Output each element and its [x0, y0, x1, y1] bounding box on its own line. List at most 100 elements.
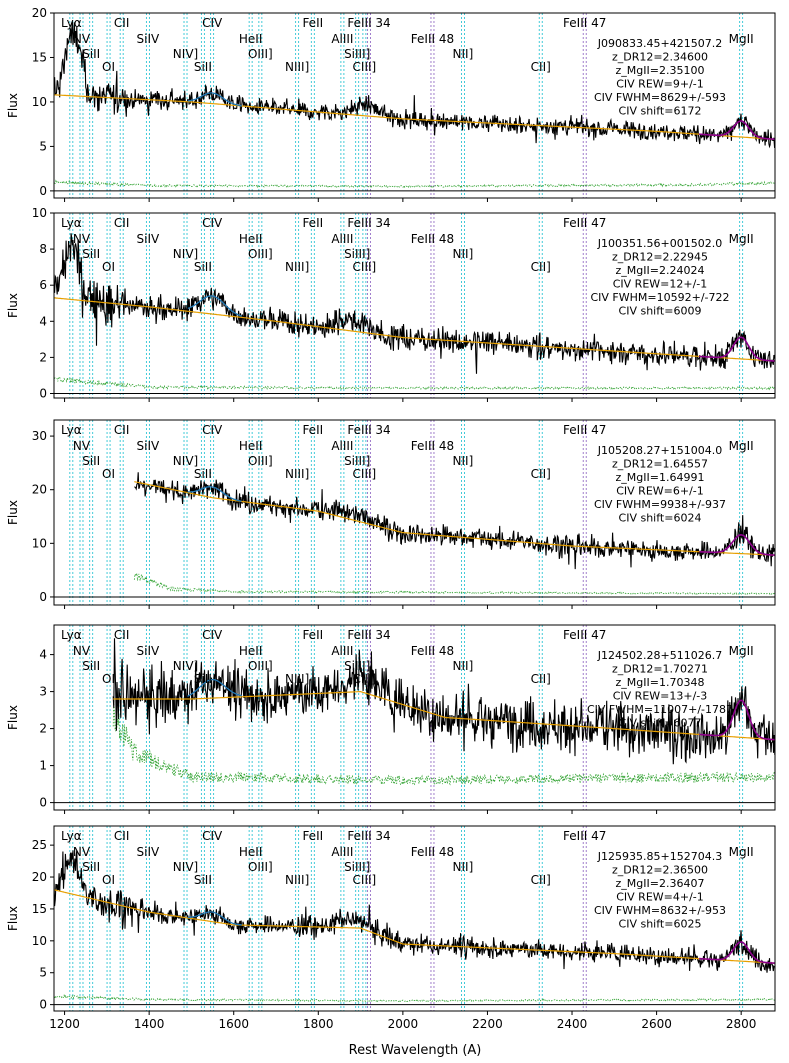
panel-frame	[53, 624, 776, 811]
spectrum-panel: 0246810FluxLyαNVSiIIOICIISiIVNIV]SiIICIV…	[6, 206, 776, 402]
y-tick-label: 15	[32, 50, 47, 64]
quasar-info-line: z_MgII=2.24024	[616, 264, 705, 277]
civ-fit	[187, 911, 242, 926]
line-marker-label: NII]	[453, 454, 474, 468]
line-marker-label: HeII	[239, 439, 262, 453]
error-spectrum	[54, 376, 775, 391]
y-axis-label: Flux	[6, 500, 20, 525]
line-marker-label: OIII]	[248, 454, 273, 468]
line-marker-label: AlIII	[331, 439, 353, 453]
line-marker-label: Lyα	[61, 628, 82, 642]
panel-frame	[53, 212, 776, 399]
y-tick-label: 5	[39, 139, 47, 153]
error-spectrum	[54, 993, 775, 1003]
line-marker-label: NIII]	[285, 60, 309, 74]
line-marker-label: FeII	[302, 628, 323, 642]
line-marker-label: CII	[114, 628, 129, 642]
flux-spectrum	[54, 233, 775, 374]
line-marker-label: NIV]	[173, 659, 198, 673]
quasar-info-line: CIV REW=12+/-1	[613, 278, 708, 291]
quasar-info-line: CIV shift=6077	[619, 717, 702, 730]
x-tick-label: 2600	[641, 1017, 672, 1031]
line-marker-label: MgII	[729, 32, 754, 46]
line-marker-label: Lyα	[61, 423, 82, 437]
line-marker-label: SiIV	[137, 32, 160, 46]
x-axis-label: Rest Wavelength (A)	[349, 1043, 482, 1058]
line-marker-label: SiIV	[137, 845, 160, 859]
x-tick-label: 1200	[49, 1017, 80, 1031]
quasar-info-line: CIV FWHM=9938+/-937	[594, 498, 726, 511]
continuum-fit	[54, 94, 775, 140]
quasar-info-line: CIV shift=6024	[619, 512, 702, 525]
x-tick-label: 2200	[472, 1017, 503, 1031]
line-marker-label: AlIII	[331, 845, 353, 859]
line-marker-label: FeII	[302, 216, 323, 230]
y-tick-label: 0	[39, 796, 47, 810]
y-axis-label: Flux	[6, 705, 20, 730]
line-marker-label: NIII]	[285, 873, 309, 887]
line-marker-label: SiII	[82, 860, 100, 874]
line-marker-label: AlIII	[331, 232, 353, 246]
line-marker-label: FeIII 48	[411, 32, 454, 46]
line-marker-label: FeIII 47	[563, 16, 606, 30]
quasar-info-line: CIV REW=6+/-1	[616, 485, 704, 498]
line-marker-label: SiIII]	[344, 454, 370, 468]
continuum-fit	[54, 297, 775, 362]
line-marker-label: SiII	[82, 47, 100, 61]
line-marker-label: FeIII 34	[347, 16, 390, 30]
line-marker-label: CII	[114, 216, 129, 230]
x-tick-label: 1600	[218, 1017, 249, 1031]
spectra-panels: 05101520FluxLyαNVSiIIOICIISiIVNIV]SiIICI…	[6, 6, 776, 1031]
line-marker-label: CIII]	[353, 873, 377, 887]
line-marker-label: SiII	[194, 672, 212, 686]
line-marker-label: OI	[102, 60, 115, 74]
line-marker-label: CII]	[531, 60, 551, 74]
quasar-info-line: CIV REW=13+/-3	[613, 690, 708, 703]
y-tick-label: 5	[39, 966, 47, 980]
line-marker-label: SiIV	[137, 644, 160, 658]
line-marker-label: SiII	[194, 873, 212, 887]
x-tick-label: 2400	[557, 1017, 588, 1031]
y-tick-label: 20	[32, 6, 47, 20]
y-tick-label: 1	[39, 759, 47, 773]
line-marker-label: NII]	[453, 860, 474, 874]
quasar-info-line: z_DR12=2.34600	[612, 51, 708, 64]
civ-fit	[187, 486, 242, 502]
error-spectrum	[112, 700, 775, 786]
line-marker-label: FeIII 34	[347, 216, 390, 230]
line-marker-label: NV	[73, 32, 91, 46]
line-marker-label: CII	[114, 829, 129, 843]
panel-frame	[53, 825, 776, 1012]
quasar-info-line: CIV shift=6025	[619, 918, 702, 931]
line-marker-label: NIV]	[173, 860, 198, 874]
line-marker-label: AlIII	[331, 644, 353, 658]
line-marker-label: NIII]	[285, 672, 309, 686]
quasar-info-line: z_DR12=1.70271	[612, 663, 708, 676]
y-axis-label: Flux	[6, 93, 20, 118]
y-tick-label: 20	[32, 870, 47, 884]
line-marker-label: FeIII 47	[563, 423, 606, 437]
flux-spectrum	[112, 638, 775, 765]
plot-area	[54, 420, 775, 605]
line-marker-label: FeII	[302, 16, 323, 30]
y-tick-label: 2	[39, 722, 47, 736]
y-tick-label: 10	[32, 536, 47, 550]
line-marker-label: OIII]	[248, 47, 273, 61]
quasar-info-line: z_DR12=2.22945	[612, 251, 708, 264]
line-marker-label: NII]	[453, 247, 474, 261]
quasar-info-line: z_MgII=2.36407	[616, 877, 705, 890]
line-marker-label: SiII	[194, 60, 212, 74]
civ-fit	[187, 92, 242, 107]
line-marker-label: OIII]	[248, 860, 273, 874]
line-marker-label: CII]	[531, 260, 551, 274]
x-tick-label: 1800	[303, 1017, 334, 1031]
line-marker-label: SiIII]	[344, 659, 370, 673]
line-marker-label: CIV	[202, 423, 223, 437]
quasar-info-line: J090833.45+421507.2	[597, 37, 722, 50]
error-spectrum	[54, 179, 775, 189]
mgii-fit	[698, 941, 775, 964]
quasar-info-line: CIV FWHM=8629+/-593	[594, 91, 726, 104]
flux-spectrum	[54, 21, 775, 149]
line-marker-label: CIII]	[353, 60, 377, 74]
line-marker-label: AlIII	[331, 32, 353, 46]
